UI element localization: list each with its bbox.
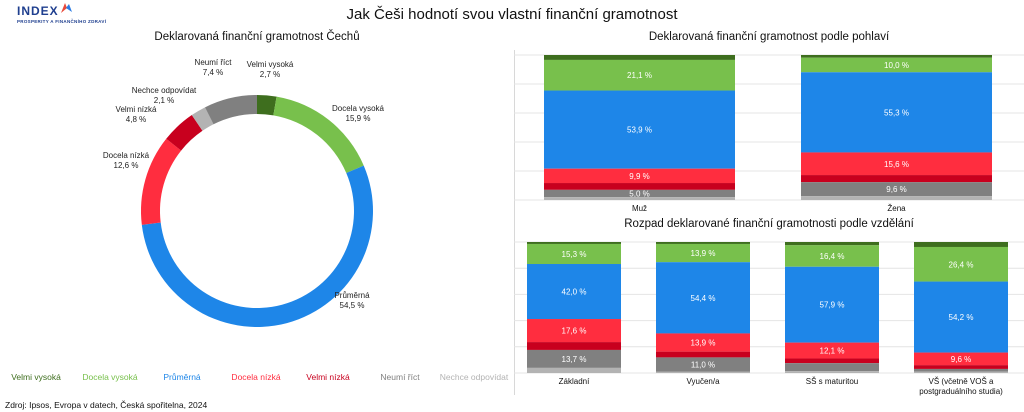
bar-segment-neumi-rict xyxy=(785,363,879,371)
bar-label-docela-vysoka: 26,4 % xyxy=(949,260,974,269)
category-label: Základní xyxy=(559,377,590,386)
education-chart: 15,3 % 42,0 % 17,6 % 13,7 % Základní 13,9 % 54… xyxy=(514,232,1024,397)
source-note: Zdroj: Ipsos, Evropa v datech, Česká spo… xyxy=(5,400,207,410)
bar-label-docela-vysoka: 15,3 % xyxy=(562,250,587,259)
bar-label-docela-nizka: 9,6 % xyxy=(951,355,971,364)
gender-chart: 21,1 % 53,9 % 9,9 % 5,0 % Muž 10,0 % 55,3 % 15,… xyxy=(514,45,1024,215)
category-label: Žena xyxy=(887,204,906,213)
bar-segment-nechce-odpovidat xyxy=(527,368,621,373)
bar-segment-velmi-vysoka xyxy=(544,55,735,60)
bar-label-prumerna: 54,4 % xyxy=(691,294,716,303)
donut-slice-prumerna xyxy=(142,166,373,327)
education-chart-title: Rozpad deklarované finanční gramotnosti … xyxy=(514,218,1024,230)
donut-value-prumerna: 54,5 % xyxy=(340,301,365,310)
gender-chart-title: Deklarovaná finanční gramotnost podle po… xyxy=(514,31,1024,43)
bar-label-neumi-rict: 13,7 % xyxy=(562,355,587,364)
bar-segment-velmi-nizka xyxy=(656,352,750,358)
legend-item-velmi-nizka: Velmi nízká xyxy=(306,372,349,382)
bar-segment-velmi-vysoka xyxy=(914,242,1008,247)
bar-label-neumi-rict: 9,6 % xyxy=(886,185,906,194)
bar-label-docela-nizka: 17,6 % xyxy=(562,327,587,336)
bar-label-docela-vysoka: 21,1 % xyxy=(627,71,652,80)
donut-value-velmi-nizka: 4,8 % xyxy=(126,115,146,124)
donut-value-neumi-rict: 7,4 % xyxy=(203,68,223,77)
donut-label-docela-nizka: Docela nízká xyxy=(103,151,150,160)
donut-value-docela-vysoka: 15,9 % xyxy=(346,114,371,123)
donut-value-docela-nizka: 12,6 % xyxy=(114,161,139,170)
category-label: VŠ (včetně VOŠ a xyxy=(929,377,994,386)
legend-item-docela-vysoka: Docela vysoká xyxy=(82,372,137,382)
bar-label-docela-nizka: 13,9 % xyxy=(691,339,716,348)
bar-segment-velmi-nizka xyxy=(785,358,879,363)
bar-label-docela-vysoka: 10,0 % xyxy=(884,61,909,70)
category-label: Vyučen/a xyxy=(686,377,720,386)
donut-slice-velmi-vysoka xyxy=(257,95,277,115)
bar-label-prumerna: 53,9 % xyxy=(627,126,652,135)
page-title: Jak Češi hodnotí svou vlastní finanční g… xyxy=(0,6,1024,23)
legend-item-docela-nizka: Docela nízká xyxy=(231,372,280,382)
bar-label-docela-nizka: 12,1 % xyxy=(820,347,845,356)
bar-label-prumerna: 54,2 % xyxy=(949,313,974,322)
bar-segment-velmi-vysoka xyxy=(527,242,621,244)
bar-segment-velmi-nizka xyxy=(914,365,1008,369)
bar-segment-nechce-odpovidat xyxy=(544,197,735,200)
bar-label-docela-vysoka: 13,9 % xyxy=(691,249,716,258)
bar-label-docela-nizka: 15,6 % xyxy=(884,160,909,169)
bar-label-docela-vysoka: 16,4 % xyxy=(820,252,845,261)
donut-label-velmi-nizka: Velmi nízká xyxy=(116,105,157,114)
bar-segment-velmi-nizka xyxy=(801,175,992,182)
bar-label-prumerna: 55,3 % xyxy=(884,108,909,117)
bar-label-docela-nizka: 9,9 % xyxy=(629,172,649,181)
donut-label-nechce-odpovidat: Nechce odpovídat xyxy=(132,86,197,95)
bar-label-prumerna: 57,9 % xyxy=(820,301,845,310)
category-label: Muž xyxy=(632,204,647,213)
legend-item-neumi-rict: Neumí říct xyxy=(380,372,419,382)
donut-value-velmi-vysoka: 2,7 % xyxy=(260,70,280,79)
bar-segment-velmi-vysoka xyxy=(801,55,992,58)
bar-segment-nechce-odpovidat xyxy=(914,372,1008,373)
bar-label-neumi-rict: 11,0 % xyxy=(691,361,715,370)
donut-slice-neumi-rict xyxy=(205,95,257,124)
bar-label-prumerna: 42,0 % xyxy=(562,288,587,297)
bar-segment-neumi-rict xyxy=(914,369,1008,372)
donut-chart-title: Deklarovaná finanční gramotnost Čechů xyxy=(0,31,514,43)
donut-label-docela-vysoka: Docela vysoká xyxy=(332,104,385,113)
bar-segment-velmi-vysoka xyxy=(656,242,750,244)
legend-item-velmi-vysoka: Velmi vysoká xyxy=(11,372,61,382)
bar-segment-velmi-vysoka xyxy=(785,242,879,245)
donut-label-neumi-rict: Neumí říct xyxy=(195,58,233,67)
bar-segment-nechce-odpovidat xyxy=(801,196,992,200)
legend: Velmi vysoká Docela vysoká Průměrná Docela … xyxy=(0,368,514,388)
bar-segment-nechce-odpovidat xyxy=(785,371,879,373)
donut-label-velmi-vysoka: Velmi vysoká xyxy=(247,60,294,69)
bar-segment-nechce-odpovidat xyxy=(656,372,750,373)
bar-segment-velmi-nizka xyxy=(527,342,621,350)
category-label: SŠ s maturitou xyxy=(806,377,858,386)
donut-value-nechce-odpovidat: 2,1 % xyxy=(154,96,174,105)
donut-label-prumerna: Průměrná xyxy=(334,291,370,300)
category-label: postgraduálního studia) xyxy=(919,387,1003,396)
legend-item-prumerna: Průměrná xyxy=(163,372,200,382)
legend-item-nechce-odpovidat: Nechce odpovídat xyxy=(440,372,509,382)
